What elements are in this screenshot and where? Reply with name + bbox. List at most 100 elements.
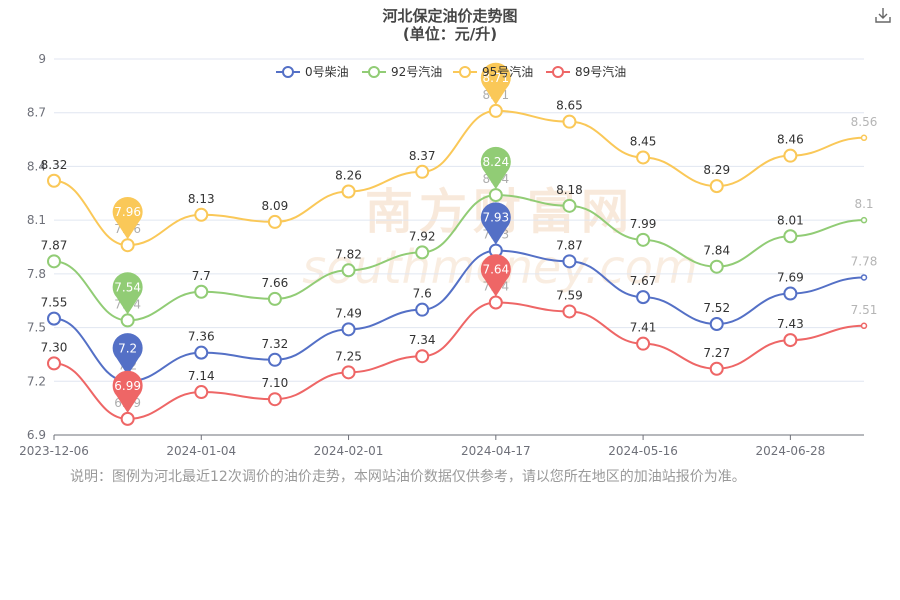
markpoint-min-pin [112,197,143,240]
markpoints: 7.93 7.2 8.24 7.54 8.71 7.96 7.64 6.99 [112,62,511,413]
data-label: 7.49 [335,306,362,320]
legend-marker [282,66,294,78]
legend-marker [459,66,471,78]
data-label: 7.78 [851,254,878,268]
data-point [267,392,282,407]
data-point [194,207,209,222]
data-label: 8.09 [262,199,289,213]
data-point [415,302,430,317]
data-point [120,411,135,426]
data-label: 8.65 [556,99,583,113]
axes: 6.9 7.2 7.5 7.8 8.1 8.4 8.7 9 2023-12-06 2024-01-… [19,52,864,458]
data-point [341,365,356,380]
y-tick-label: 9 [38,52,46,66]
data-labels: 7.55 7.2 7.36 7.32 7.49 7.6 7.93 7.87 7.67 7.52 7.… [41,88,878,410]
data-label: 7.51 [851,303,878,317]
data-label: 7.87 [556,238,583,252]
y-tick-label: 8.4 [27,159,46,173]
series-line-gas92 [53,194,865,322]
data-point [267,291,282,306]
x-tick-label: 2024-04-17 [461,444,531,458]
y-tick-label: 7.2 [27,374,46,388]
y-tick-label: 6.9 [27,428,46,442]
data-label: 8.37 [409,149,436,163]
data-point [47,254,61,269]
data-label: 7.43 [777,317,804,331]
markpoint-min-pin [112,272,143,315]
data-point [562,304,577,319]
data-point [194,345,209,360]
data-label: 8.56 [851,115,878,129]
markpoint-max-label: 8.24 [482,155,509,169]
data-label: 8.71 [482,88,509,102]
data-point [415,164,430,179]
data-point [267,352,282,367]
data-point [783,229,798,244]
data-label: 7.32 [262,337,289,351]
markpoint-max-pin [480,146,511,190]
data-point [194,385,209,400]
data-label: 7.14 [188,369,215,383]
chart-subtitle: (单位：元/升) [402,25,498,43]
data-label: 7.7 [192,269,211,283]
data-label: 8.32 [41,158,68,172]
data-point [783,286,798,301]
legend-marker [552,66,564,78]
markpoint-min-pin [112,333,143,376]
data-label: 7.36 [188,330,215,344]
data-label: 7.64 [482,280,509,294]
data-point [120,374,135,389]
data-point [488,188,503,203]
data-point [47,173,61,188]
data-label: 8.45 [630,134,657,148]
data-point [783,333,798,348]
data-label: 7.84 [703,244,730,258]
data-point [415,349,430,364]
data-point [783,148,798,163]
data-point [860,216,868,224]
legend[interactable]: 0号柴油 92号汽油 95号汽油 89号汽油 [276,64,626,79]
legend-item-gas95[interactable]: 95号汽油 [453,64,533,79]
data-label: 7.92 [409,229,436,243]
data-point [194,284,209,299]
legend-label: 92号汽油 [391,64,442,79]
chart-note: 说明：图例为河北最近12次调价的油价走势，本网站油价数据仅供参考，请以您所在地区… [70,469,746,485]
data-point [636,232,651,247]
markpoint-max-pin [480,202,511,245]
markpoint-min-label: 6.99 [114,379,141,393]
legend-item-gas89[interactable]: 89号汽油 [546,64,626,79]
legend-item-diesel0[interactable]: 0号柴油 [276,65,349,79]
x-tick-label: 2024-06-28 [755,444,825,458]
markpoint-min-label: 7.96 [114,205,141,219]
series-line-gas95 [53,109,865,247]
data-label: 7.99 [630,217,657,231]
grid-lines [54,58,864,436]
data-label: 7.10 [262,376,289,390]
legend-marker [368,66,380,78]
legend-item-gas92[interactable]: 92号汽油 [362,64,442,79]
data-label: 7.96 [114,222,141,236]
data-point [120,238,135,253]
data-label: 7.66 [262,276,289,290]
data-label: 8.18 [556,183,583,197]
series-line-gas89 [53,301,865,420]
data-label: 7.34 [409,333,436,347]
data-point [860,322,868,330]
markpoint-min-label: 7.2 [118,341,137,355]
data-point [341,322,356,337]
data-label: 7.67 [630,274,657,288]
data-point [562,254,577,269]
data-label: 7.82 [335,247,362,261]
x-tick-label: 2024-05-16 [608,444,678,458]
data-label: 7.59 [556,288,583,302]
download-icon[interactable] [874,6,892,24]
y-tick-label: 8.1 [27,213,46,227]
data-label: 7.2 [118,358,137,372]
series-lines [47,103,868,426]
data-point [709,361,724,376]
data-point [47,311,61,326]
data-label: 7.30 [41,340,68,354]
